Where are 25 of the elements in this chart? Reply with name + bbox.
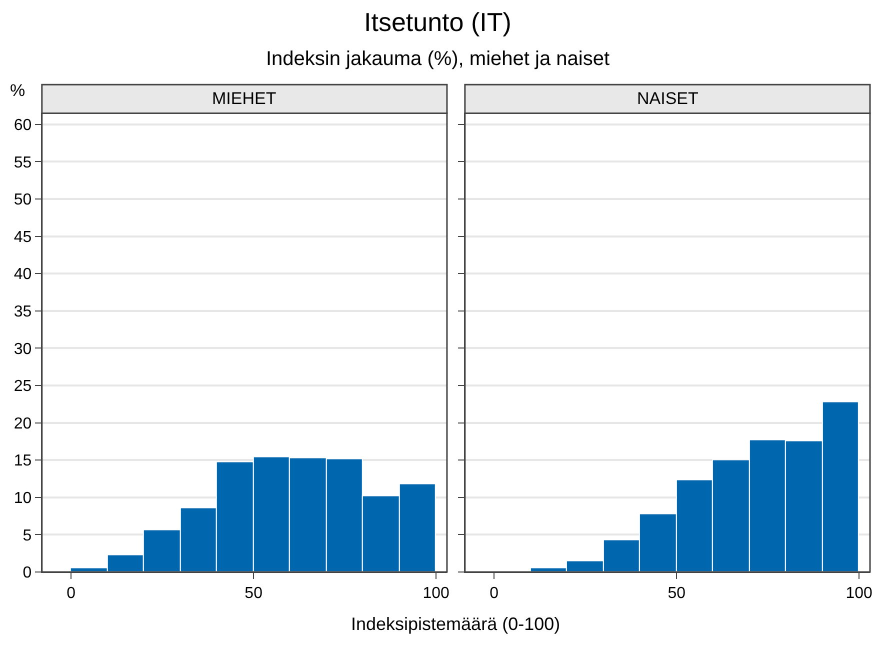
x-tick-label: 0 [490,585,499,602]
x-tick-label: 50 [244,585,263,602]
text: Indeksin jakauma (%), miehet ja naiset [266,48,610,70]
y-tick-label: 55 [14,154,32,172]
y-tick-label: 30 [14,340,32,358]
x-axis-title: Indeksipistemäärä (0-100) [351,614,560,634]
y-tick-label: 15 [14,452,32,470]
y-tick-label: 10 [14,490,32,508]
x-tick-label: 100 [422,585,450,602]
y-tick-label: 5 [22,527,32,544]
chart-title: NAISET [637,89,698,108]
x-tick-label: 100 [846,585,873,602]
x-tick-label: 50 [668,585,686,602]
y-axis-title: % [10,81,26,100]
y-tick-label: 20 [14,415,32,432]
text: Itsetunto (IT) [364,7,512,37]
y-tick-label: 45 [14,228,32,246]
y-tick-label: 40 [14,266,32,284]
y-tick-label: 0 [22,564,32,582]
y-tick-label: 60 [14,117,32,134]
x-tick-label: 0 [66,585,76,602]
y-tick-label: 35 [14,304,32,321]
y-tick-label: 50 [14,192,32,209]
y-tick-label: 25 [14,378,32,396]
chart-title: MIEHET [212,89,276,108]
